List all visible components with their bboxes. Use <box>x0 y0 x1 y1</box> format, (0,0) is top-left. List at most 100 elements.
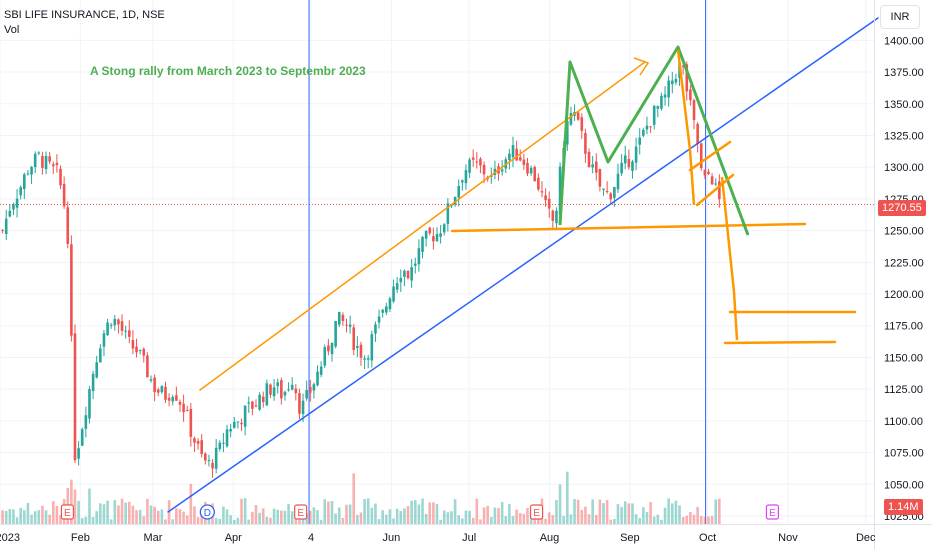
vertical-marker-lines <box>308 0 707 524</box>
candle-body <box>479 158 482 166</box>
volume-bar <box>73 489 77 524</box>
volume-bar <box>504 516 508 524</box>
volume-bar <box>602 503 605 524</box>
volume-bar <box>667 498 670 524</box>
candle-body <box>222 442 225 444</box>
candle-body <box>269 384 272 395</box>
volume-bar <box>70 479 73 524</box>
event-marker-dividend[interactable]: D <box>199 504 216 520</box>
candle-body <box>645 125 649 130</box>
event-marker-earnings[interactable]: E <box>765 504 780 520</box>
volume-bar <box>363 499 366 524</box>
candle-body <box>91 373 95 392</box>
candle-body <box>175 395 178 401</box>
candle-body <box>667 80 670 98</box>
candle-body <box>457 185 461 198</box>
volume-bar <box>146 498 149 524</box>
candle-body <box>258 394 261 410</box>
event-marker-earnings[interactable]: E <box>529 504 544 520</box>
candle-body <box>204 453 207 461</box>
candle-body <box>348 324 352 327</box>
candle-body <box>540 191 544 193</box>
candle-body <box>526 162 529 174</box>
volume-bar <box>580 509 584 524</box>
volume-bar <box>222 506 225 524</box>
volume-bar <box>424 513 428 524</box>
candle-body <box>135 346 138 353</box>
candle-body <box>294 388 298 394</box>
candle-body <box>88 389 91 419</box>
currency-button[interactable]: INR <box>880 5 920 29</box>
dividend-label: D <box>204 508 211 519</box>
candle-body <box>432 236 435 242</box>
volume-bar <box>432 502 435 524</box>
volume-bar <box>631 503 634 524</box>
volume-bar <box>164 519 167 524</box>
candle-body <box>19 187 22 196</box>
volume-bar <box>287 503 290 524</box>
volume-bar <box>649 502 652 524</box>
candle-body <box>251 401 254 409</box>
price-tick-label: 1225.00 <box>884 257 924 269</box>
candle-body <box>283 391 287 396</box>
candle-body <box>37 152 41 154</box>
candle-body <box>26 173 30 175</box>
candle-body <box>392 286 395 302</box>
candle-body <box>334 320 337 347</box>
time-tick-label: Mar <box>143 532 162 544</box>
candle-body <box>44 155 48 170</box>
earnings-label: E <box>533 508 540 519</box>
candle-body <box>51 164 55 167</box>
candle-body <box>84 415 88 429</box>
candle-body <box>146 355 149 378</box>
candle-body <box>99 348 102 363</box>
candle-body <box>236 421 240 423</box>
candle-body <box>243 405 247 427</box>
candle-body <box>160 386 164 393</box>
volume-bar <box>623 501 627 524</box>
candle-body <box>8 210 12 217</box>
price-tick-label: 1100.00 <box>884 416 923 428</box>
candle-body <box>410 267 413 281</box>
candle-body <box>453 196 457 205</box>
candle-body <box>699 143 703 169</box>
candle-body <box>290 384 294 390</box>
volume-bar <box>566 471 569 524</box>
event-marker-earnings[interactable]: E <box>294 504 308 520</box>
candle-body <box>403 270 406 277</box>
candle-body <box>4 218 8 234</box>
candle-body <box>707 171 710 174</box>
candle-body <box>660 95 663 109</box>
candle-body <box>113 318 117 326</box>
candle-body <box>685 64 689 92</box>
candle-body <box>642 129 645 136</box>
candle-body <box>247 402 251 404</box>
candle-body <box>406 270 410 279</box>
volume-bar <box>41 505 44 524</box>
time-axis[interactable]: 2023 Feb Mar Apr 4 Jun Jul Aug Sep Oct Nov Dec <box>0 524 932 545</box>
volume-bar <box>605 500 609 524</box>
volume-bar <box>117 505 120 524</box>
volume-bar <box>497 508 500 524</box>
volume-bar <box>95 511 99 524</box>
volume-bar <box>243 498 247 524</box>
volume-bar <box>149 505 153 524</box>
volume-bar <box>218 518 222 524</box>
candle-body <box>385 306 388 313</box>
candle-body <box>366 358 370 360</box>
candle-body <box>312 384 316 391</box>
candle-body <box>421 236 424 252</box>
event-marker-earnings[interactable]: E <box>60 504 74 520</box>
volume-bar <box>51 501 55 524</box>
volume-bar <box>8 509 12 524</box>
volume-bar <box>692 514 696 524</box>
candle-body <box>537 177 540 190</box>
volume-bar <box>587 514 591 524</box>
symbol-title: SBI LIFE INSURANCE, 1D, NSE <box>4 9 165 21</box>
volume-bar <box>718 498 721 524</box>
volume-bar <box>714 499 718 524</box>
candle-body <box>193 438 196 443</box>
